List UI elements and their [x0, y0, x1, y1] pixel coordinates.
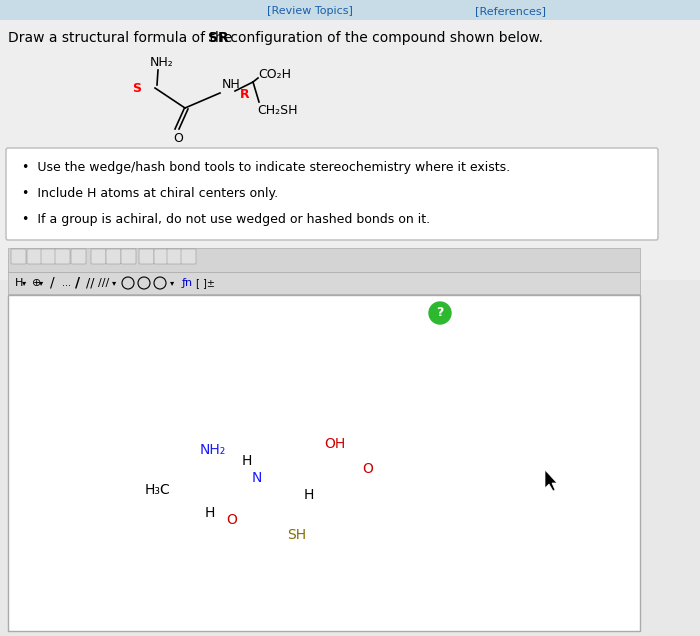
- Text: •  Include H atoms at chiral centers only.: • Include H atoms at chiral centers only…: [22, 186, 278, 200]
- Text: R: R: [240, 88, 250, 100]
- Text: ▾: ▾: [22, 279, 27, 287]
- FancyBboxPatch shape: [0, 20, 700, 280]
- FancyBboxPatch shape: [8, 248, 640, 272]
- Text: H: H: [304, 488, 314, 502]
- FancyBboxPatch shape: [181, 249, 196, 264]
- Text: S: S: [132, 81, 141, 95]
- FancyBboxPatch shape: [91, 249, 106, 264]
- FancyBboxPatch shape: [167, 249, 182, 264]
- Text: •  If a group is achiral, do not use wedged or hashed bonds on it.: • If a group is achiral, do not use wedg…: [22, 212, 430, 226]
- Text: /: /: [75, 276, 80, 290]
- Text: Draw a structural formula of the: Draw a structural formula of the: [8, 31, 237, 45]
- Text: CO₂H: CO₂H: [258, 67, 291, 81]
- Text: CH₂SH: CH₂SH: [257, 104, 298, 116]
- Text: SR: SR: [208, 31, 229, 45]
- Text: NH: NH: [222, 78, 241, 90]
- Text: ƒn: ƒn: [182, 278, 193, 288]
- FancyBboxPatch shape: [8, 272, 640, 294]
- FancyBboxPatch shape: [121, 249, 136, 264]
- Text: NH₂: NH₂: [150, 55, 174, 69]
- FancyBboxPatch shape: [11, 249, 26, 264]
- Polygon shape: [545, 470, 557, 491]
- Text: ▾: ▾: [112, 279, 116, 287]
- Text: O: O: [227, 513, 237, 527]
- Text: ▾: ▾: [170, 279, 174, 287]
- Text: •  Use the wedge/hash bond tools to indicate stereochemistry where it exists.: • Use the wedge/hash bond tools to indic…: [22, 160, 510, 174]
- Text: [Review Topics]: [Review Topics]: [267, 6, 353, 16]
- FancyBboxPatch shape: [0, 0, 700, 20]
- FancyBboxPatch shape: [6, 148, 658, 240]
- FancyBboxPatch shape: [55, 249, 70, 264]
- Text: ///: ///: [98, 278, 109, 288]
- Text: O: O: [362, 462, 373, 476]
- Text: //: //: [86, 277, 94, 289]
- FancyBboxPatch shape: [71, 249, 86, 264]
- Text: H: H: [205, 506, 215, 520]
- Text: ...: ...: [62, 278, 71, 288]
- Text: [References]: [References]: [475, 6, 545, 16]
- FancyBboxPatch shape: [154, 249, 169, 264]
- FancyBboxPatch shape: [41, 249, 56, 264]
- Text: /: /: [50, 276, 55, 290]
- Circle shape: [429, 302, 451, 324]
- Text: SH: SH: [287, 528, 306, 542]
- Text: N: N: [252, 471, 262, 485]
- Text: OH: OH: [324, 437, 345, 451]
- FancyBboxPatch shape: [27, 249, 42, 264]
- FancyBboxPatch shape: [139, 249, 154, 264]
- Text: ⊕: ⊕: [32, 278, 41, 288]
- Text: H: H: [241, 454, 252, 468]
- Text: O: O: [173, 132, 183, 144]
- Text: H: H: [15, 278, 23, 288]
- FancyBboxPatch shape: [106, 249, 121, 264]
- Text: ▾: ▾: [39, 279, 43, 287]
- FancyBboxPatch shape: [8, 295, 640, 631]
- Text: H₃C: H₃C: [144, 483, 170, 497]
- Text: configuration of the compound shown below.: configuration of the compound shown belo…: [226, 31, 543, 45]
- Text: NH₂: NH₂: [200, 443, 226, 457]
- Text: ?: ?: [436, 307, 444, 319]
- Text: [ ]±: [ ]±: [196, 278, 215, 288]
